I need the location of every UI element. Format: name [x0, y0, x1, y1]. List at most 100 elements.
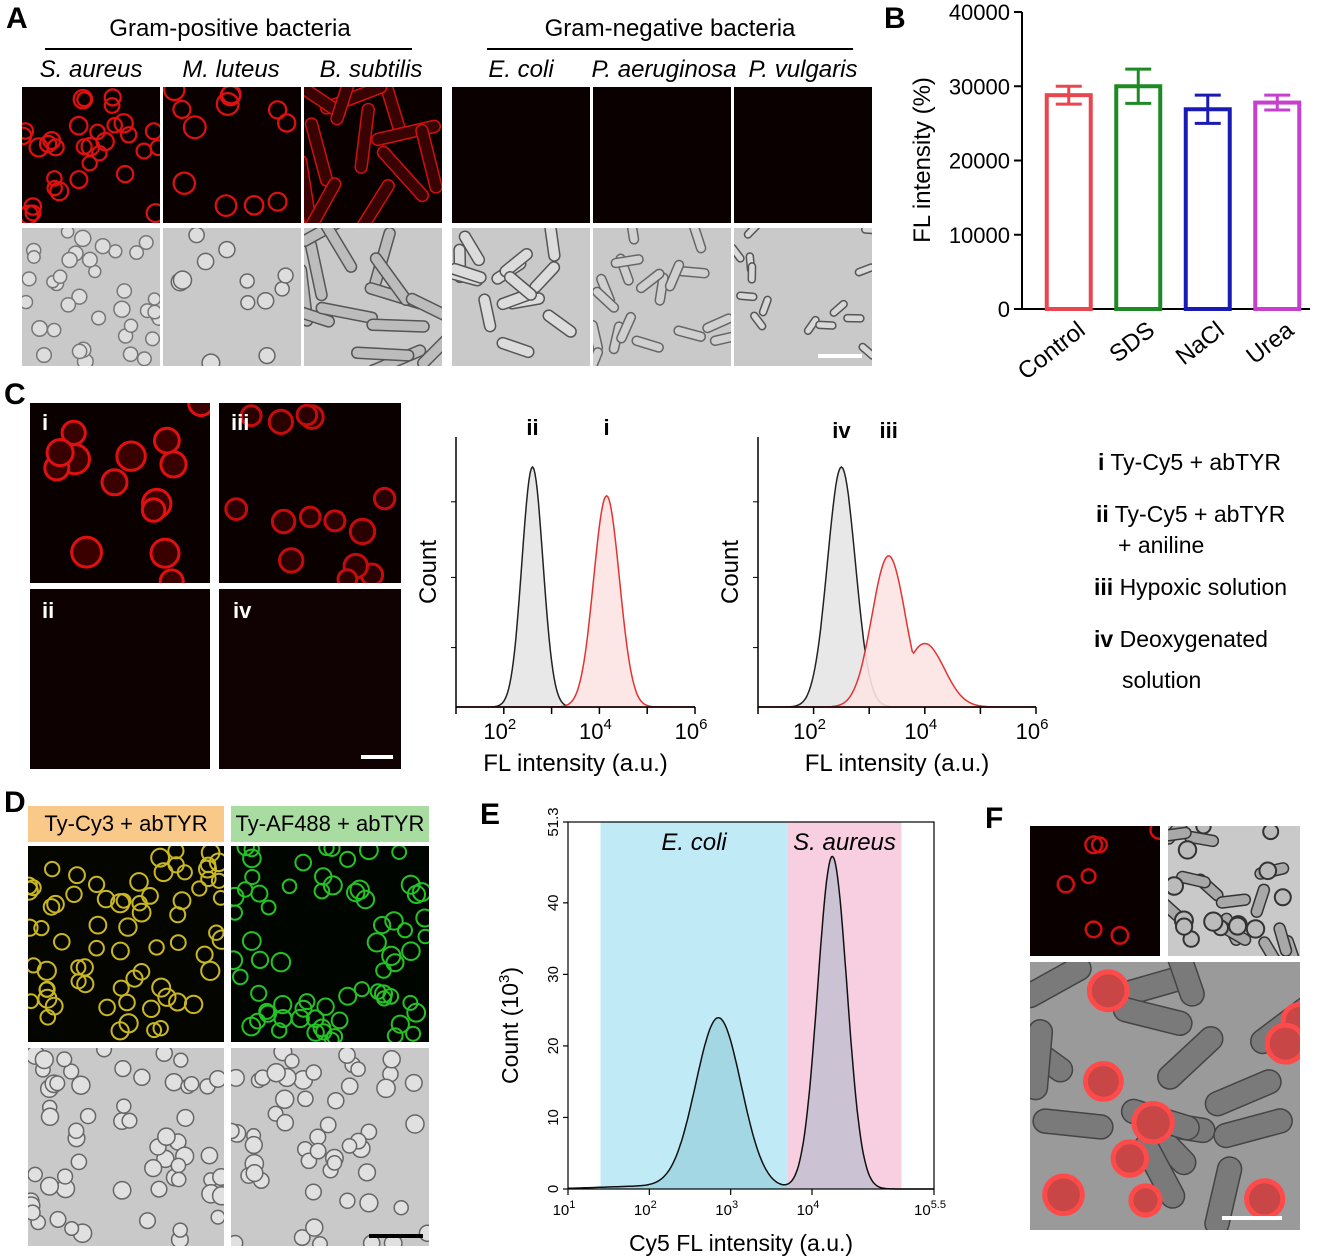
- cell: [152, 426, 181, 455]
- cell: [284, 1053, 300, 1069]
- bar: [1253, 100, 1302, 311]
- micrograph-fluorescence: [231, 846, 429, 1042]
- cell: [173, 1052, 189, 1068]
- y-tick-label: 30: [545, 966, 562, 983]
- cell: [316, 997, 335, 1016]
- cell: [323, 846, 341, 857]
- cell: [100, 468, 129, 497]
- cell: [211, 929, 224, 950]
- cell: [148, 939, 165, 956]
- cell: [397, 922, 413, 939]
- cell: [172, 171, 196, 195]
- cell: [119, 126, 138, 144]
- cell: [1244, 1178, 1286, 1220]
- x-tick-label: 102: [634, 1199, 657, 1219]
- scale-bar: [1222, 1216, 1282, 1220]
- x-tick-label: 104: [797, 1199, 820, 1219]
- cell: [297, 1090, 314, 1108]
- cell: [22, 126, 33, 146]
- cell: [198, 859, 217, 879]
- cell: [366, 318, 430, 333]
- cell: [39, 1009, 57, 1026]
- cell: [829, 299, 848, 317]
- cell: [382, 1050, 401, 1069]
- x-tick-label: Urea: [1241, 316, 1299, 370]
- cell: [294, 999, 313, 1018]
- micrograph-brightfield: [304, 228, 442, 366]
- cell: [348, 517, 377, 546]
- cell: [384, 911, 404, 931]
- cell: [304, 1183, 322, 1201]
- cell: [46, 894, 65, 914]
- cell: [736, 291, 758, 302]
- legend-item: solution: [1122, 667, 1202, 693]
- cell: [267, 191, 288, 212]
- y-axis-label: Count: [415, 540, 442, 604]
- x-axis-label: Cy5 FL intensity (a.u.): [629, 1230, 853, 1256]
- cell: [858, 342, 872, 360]
- cell: [157, 1127, 176, 1147]
- cell: [312, 1236, 328, 1246]
- cell: [750, 311, 767, 331]
- cell: [88, 939, 105, 957]
- cell: [353, 981, 370, 998]
- cell: [208, 1070, 224, 1088]
- gate-label: S. aureus: [793, 829, 896, 856]
- cell: [231, 1068, 245, 1087]
- cell: [405, 292, 442, 328]
- micrograph-fluorescence: [28, 846, 224, 1042]
- cell: [271, 1022, 288, 1039]
- cell: [141, 887, 159, 905]
- cell: [318, 228, 358, 273]
- cell: [232, 968, 249, 986]
- cell: [88, 875, 106, 894]
- x-tick-label: 104: [579, 716, 612, 744]
- cell: [376, 145, 430, 203]
- cell: [270, 952, 292, 973]
- x-tick-label: 106: [675, 716, 708, 744]
- cell: [276, 113, 297, 133]
- micrograph-fluorescence: [22, 87, 160, 223]
- cell: [709, 330, 731, 347]
- condition-label: iv: [233, 598, 252, 623]
- x-tick-label: Control: [1013, 316, 1091, 385]
- cell: [28, 957, 42, 974]
- cell: [132, 963, 151, 981]
- cell: [103, 97, 121, 114]
- cell: [305, 1064, 322, 1081]
- cell: [49, 181, 70, 202]
- cell: [415, 908, 429, 928]
- cell: [158, 568, 185, 583]
- cell: [172, 1222, 188, 1238]
- cell: [1056, 875, 1076, 894]
- scale-bar: [361, 755, 393, 759]
- cell: [354, 102, 375, 174]
- cell: [452, 262, 487, 284]
- cell: [616, 311, 637, 344]
- cell: [38, 980, 56, 998]
- cell: [49, 1210, 67, 1228]
- cell: [322, 875, 343, 896]
- panel-label-d: D: [4, 786, 26, 819]
- cell: [298, 505, 322, 529]
- cell: [273, 995, 293, 1015]
- cell: [70, 973, 87, 990]
- y-tick-label: 10000: [949, 223, 1010, 248]
- cell: [218, 240, 236, 259]
- cell: [309, 1142, 327, 1160]
- cell: [215, 92, 240, 116]
- cell: [157, 987, 177, 1007]
- cell: [747, 262, 757, 284]
- cell: [152, 1020, 169, 1037]
- species-label: S. aureus: [39, 56, 143, 83]
- cell: [359, 846, 379, 861]
- micrograph-brightfield: [1168, 826, 1300, 956]
- micrograph-merged: [1030, 962, 1300, 1230]
- cell: [81, 251, 98, 268]
- cell: [478, 293, 497, 333]
- cell: [150, 847, 171, 868]
- panel-label-f: F: [985, 802, 1004, 835]
- cell: [182, 115, 207, 140]
- histogram-line: [568, 855, 934, 1190]
- cell: [68, 866, 86, 885]
